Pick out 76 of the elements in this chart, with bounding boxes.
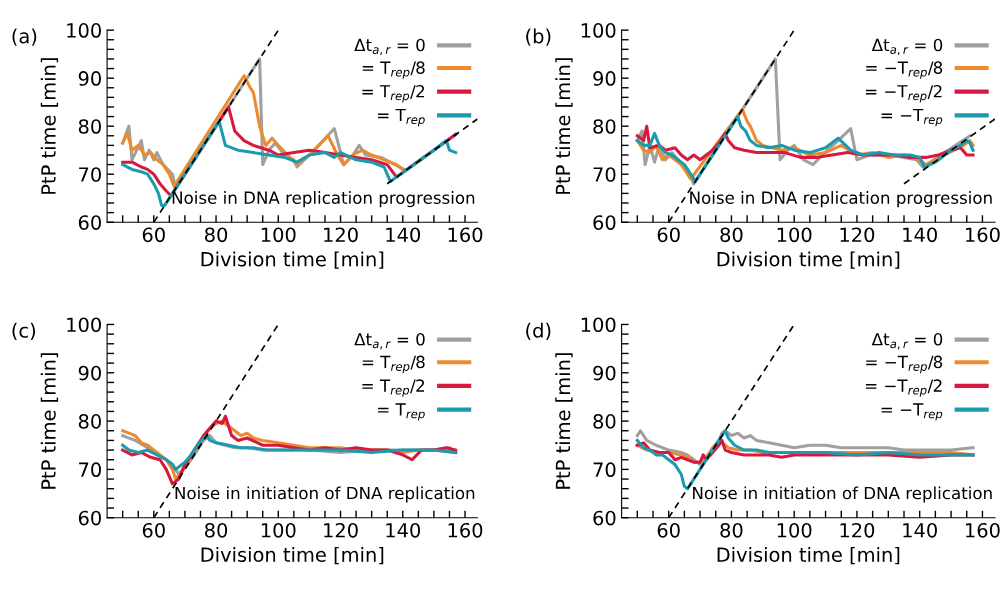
x-tick-label: 120 <box>324 227 358 243</box>
x-tick-label: 100 <box>261 522 296 538</box>
y-tick-label: 80 <box>78 119 101 134</box>
x-axis-title: Division time [min] <box>201 251 384 269</box>
y-axis-title: PtP time [min] <box>555 353 573 489</box>
y-tick-label: 100 <box>581 23 616 38</box>
x-tick-label: 100 <box>777 522 812 538</box>
y-tick-label: 100 <box>67 317 101 333</box>
legend-label: = T$_{rep}$/8 <box>362 61 425 79</box>
y-tick-label: 90 <box>593 365 616 381</box>
y-tick-label: 70 <box>79 462 101 478</box>
y-tick-label: 90 <box>78 365 101 381</box>
chart-title: (c) <box>12 322 35 341</box>
x-tick-label: 140 <box>386 522 421 538</box>
x-tick-label: 120 <box>840 227 875 243</box>
x-axis-title: Division time [min] <box>717 251 900 269</box>
legend-label: = −T$_{rep}$/8 <box>866 61 943 79</box>
legend-label: = T$_{rep}$ <box>378 108 425 127</box>
x-tick-label: 120 <box>840 522 875 538</box>
y-tick-label: 100 <box>581 317 616 333</box>
legend-label: Δt$_{a,r}$ = 0 <box>354 332 425 350</box>
legend-label: Δt$_{a,r}$ = 0 <box>871 332 943 350</box>
y-tick-label: 70 <box>593 462 616 478</box>
y-tick-label: 60 <box>78 215 101 230</box>
x-tick-label: 160 <box>448 227 483 243</box>
x-tick-label: 60 <box>657 522 680 538</box>
x-tick-label: 100 <box>777 227 812 243</box>
x-tick-label: 140 <box>903 522 937 538</box>
x-axis-title: Division time [min] <box>201 546 384 565</box>
annotation: Noise in DNA replication progression <box>690 191 992 208</box>
x-tick-label: 160 <box>966 227 1000 243</box>
legend-label: Δt$_{a,r}$ = 0 <box>354 38 425 56</box>
x-tick-label: 60 <box>142 227 165 243</box>
annotation: Noise in DNA replication progression <box>172 191 475 208</box>
legend-label: = −T$_{rep}$ <box>881 108 943 127</box>
legend-label: = T$_{rep}$/2 <box>362 379 425 397</box>
y-axis-title: PtP time [min] <box>40 353 59 489</box>
x-tick-label: 60 <box>657 227 680 243</box>
x-tick-label: 100 <box>261 227 296 243</box>
y-tick-label: 70 <box>593 167 616 182</box>
x-tick-label: 80 <box>720 522 743 538</box>
x-tick-label: 140 <box>903 227 937 243</box>
chart-title: (b) <box>526 28 551 46</box>
chart-title: (a) <box>12 28 37 46</box>
legend-label: Δt$_{a,r}$ = 0 <box>871 38 943 56</box>
y-tick-label: 60 <box>78 510 101 526</box>
x-tick-label: 160 <box>448 522 483 538</box>
x-axis-title: Division time [min] <box>717 546 900 565</box>
x-tick-label: 80 <box>204 522 228 538</box>
chart-title: (d) <box>526 322 551 341</box>
legend-label: = −T$_{rep}$/8 <box>866 355 943 374</box>
legend-label: = T$_{rep}$/8 <box>362 355 425 374</box>
y-tick-label: 70 <box>79 167 101 182</box>
legend-label: = T$_{rep}$ <box>378 403 425 421</box>
legend-label: = −T$_{rep}$/2 <box>865 84 942 103</box>
y-tick-label: 60 <box>593 215 616 230</box>
y-tick-label: 100 <box>67 23 101 38</box>
y-tick-label: 60 <box>593 510 616 526</box>
x-tick-label: 160 <box>966 522 1000 538</box>
y-axis-title: PtP time [min] <box>40 58 59 194</box>
legend-label: = −T$_{rep}$ <box>881 403 943 421</box>
y-tick-label: 80 <box>78 414 101 429</box>
y-tick-label: 90 <box>593 71 616 86</box>
legend-label: = −T$_{rep}$/2 <box>865 379 942 397</box>
y-axis-title: PtP time [min] <box>555 58 573 194</box>
x-tick-label: 80 <box>720 227 743 243</box>
x-tick-label: 140 <box>386 227 421 243</box>
x-tick-label: 120 <box>324 522 358 538</box>
y-tick-label: 80 <box>593 119 616 134</box>
y-tick-label: 90 <box>78 71 101 86</box>
annotation: Noise in initiation of DNA replication <box>175 486 475 503</box>
y-tick-label: 80 <box>593 414 616 429</box>
annotation: Noise in initiation of DNA replication <box>693 486 992 503</box>
x-tick-label: 60 <box>142 522 165 538</box>
x-tick-label: 80 <box>204 227 228 243</box>
legend-label: = T$_{rep}$/2 <box>362 84 425 103</box>
